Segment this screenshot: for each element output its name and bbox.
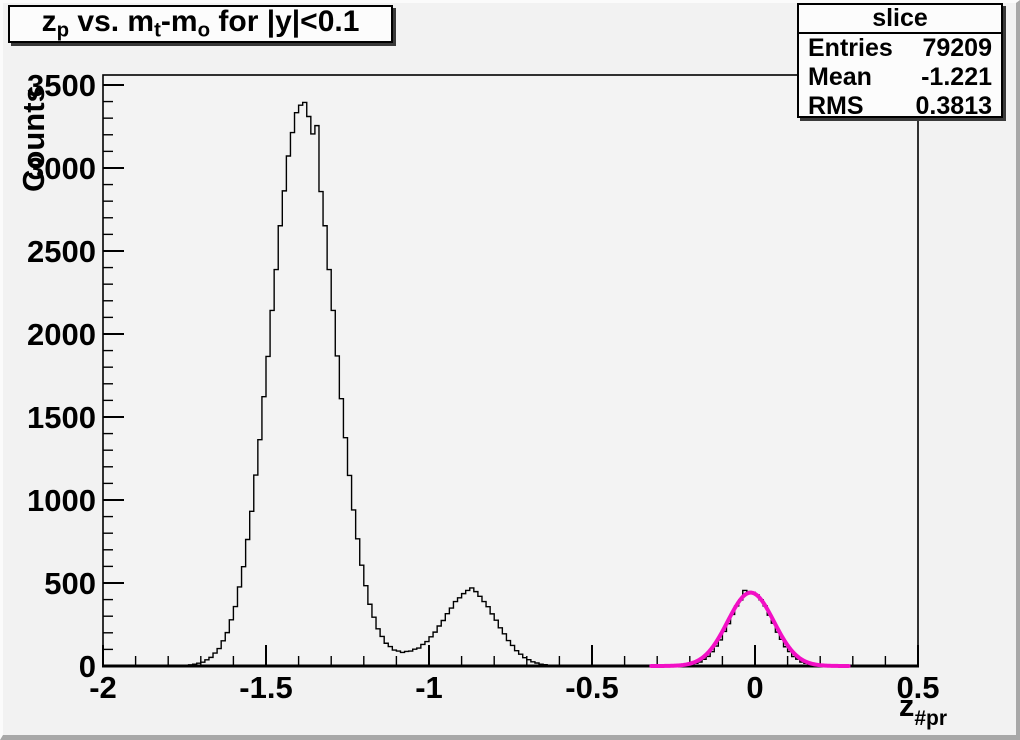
stats-box: slice Entries 79209 Mean -1.221 RMS 0.38… — [797, 3, 1003, 121]
x-tick-label: 0.5 — [896, 670, 939, 705]
stats-title: slice — [799, 5, 1001, 34]
x-axis-title-subscript: #pr — [914, 707, 947, 730]
x-tick-label: -2 — [89, 670, 117, 705]
stats-label: Mean — [808, 63, 872, 91]
subscript-text: o — [197, 19, 211, 42]
y-tick-label: 500 — [44, 566, 96, 601]
stats-value: 79209 — [922, 34, 992, 62]
plot-title-box: zp vs. mt-mo for |y|<0.1 — [8, 5, 393, 43]
x-tick-label: 0 — [746, 670, 763, 705]
y-tick-label: 2500 — [27, 234, 96, 269]
y-tick-label: 0 — [79, 649, 96, 684]
y-tick-label: 2000 — [27, 317, 96, 352]
x-axis-title: z#pr — [899, 688, 947, 730]
fit-curve — [649, 590, 851, 668]
x-tick-label: -1.5 — [239, 670, 292, 705]
text-part: -m — [160, 5, 198, 39]
y-axis-title: Counts — [16, 85, 51, 192]
stats-label: Entries — [808, 34, 893, 62]
subscript-text: p — [56, 19, 70, 42]
subscript-text: t — [154, 19, 161, 42]
plot-title: zp vs. mt-mo for |y|<0.1 — [42, 5, 360, 43]
x-axis-title-main: z — [899, 688, 915, 723]
plot-frame-bg — [103, 75, 918, 666]
x-tick-label: -0.5 — [565, 670, 618, 705]
y-tick-label: 3000 — [27, 151, 96, 186]
stats-row-rms: RMS 0.3813 — [799, 92, 1001, 121]
stats-row-entries: Entries 79209 — [799, 34, 1001, 63]
text-part: z — [41, 5, 57, 39]
x-tick-label: -1 — [415, 670, 443, 705]
text-part: vs. m — [69, 5, 155, 39]
stats-value: 0.3813 — [915, 92, 992, 120]
y-tick-label: 1000 — [27, 483, 96, 518]
stats-row-mean: Mean -1.221 — [799, 63, 1001, 92]
y-tick-label: 3500 — [27, 68, 96, 103]
y-tick-label: 1500 — [27, 400, 96, 435]
stats-label: RMS — [808, 92, 864, 120]
stats-value: -1.221 — [921, 63, 992, 91]
text-part: for |y|<0.1 — [210, 5, 360, 39]
